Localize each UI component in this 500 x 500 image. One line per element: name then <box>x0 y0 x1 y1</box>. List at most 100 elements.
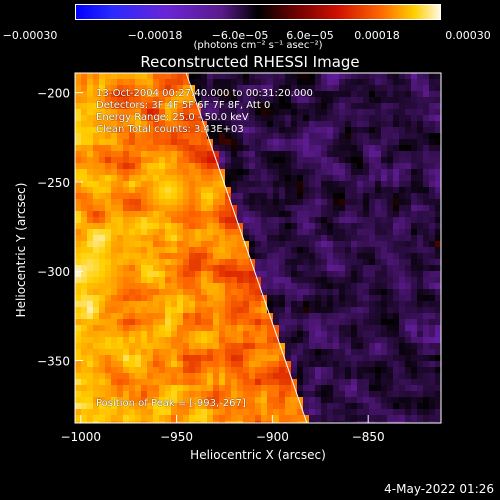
heatmap-cell <box>351 265 357 271</box>
heatmap-cell <box>225 79 231 85</box>
heatmap-cell <box>333 121 339 127</box>
heatmap-cell <box>87 73 93 79</box>
heatmap-cell <box>279 415 285 421</box>
heatmap-cell <box>345 151 351 157</box>
heatmap-cell <box>411 421 417 423</box>
heatmap-cell <box>345 241 351 247</box>
heatmap-cell <box>435 421 441 423</box>
heatmap-cell <box>81 391 87 397</box>
heatmap-cell <box>195 157 201 163</box>
heatmap-cell <box>303 349 309 355</box>
heatmap-cell <box>255 367 261 373</box>
heatmap-cell <box>279 379 285 385</box>
heatmap-cell <box>111 169 117 175</box>
heatmap-cell <box>363 379 369 385</box>
heatmap-cell <box>321 343 327 349</box>
heatmap-cell <box>207 241 213 247</box>
heatmap-cell <box>117 115 123 121</box>
heatmap-cell <box>87 109 93 115</box>
heatmap-cell <box>297 373 303 379</box>
heatmap-cell <box>399 271 405 277</box>
heatmap-cell <box>435 115 441 121</box>
heatmap-cell <box>291 385 297 391</box>
heatmap-cell <box>99 343 105 349</box>
heatmap-cell <box>363 367 369 373</box>
heatmap-cell <box>87 289 93 295</box>
heatmap-cell <box>267 97 273 103</box>
heatmap-cell <box>213 205 219 211</box>
heatmap-cell <box>357 301 363 307</box>
heatmap-cell <box>165 319 171 325</box>
heatmap-cell <box>375 367 381 373</box>
heatmap-cell <box>429 109 435 115</box>
heatmap-cell <box>435 241 441 247</box>
heatmap-cell <box>297 121 303 127</box>
heatmap-cell <box>363 301 369 307</box>
heatmap-cell <box>243 289 249 295</box>
heatmap-cell <box>93 133 99 139</box>
heatmap-cell <box>387 403 393 409</box>
heatmap-cell <box>135 319 141 325</box>
heatmap-cell <box>339 151 345 157</box>
heatmap-cell <box>411 313 417 319</box>
heatmap-cell <box>273 115 279 121</box>
heatmap-cell <box>213 313 219 319</box>
heatmap-cell <box>255 169 261 175</box>
heatmap-cell <box>243 367 249 373</box>
heatmap-cell <box>99 403 105 409</box>
heatmap-cell <box>267 421 273 423</box>
heatmap-cell <box>165 283 171 289</box>
heatmap-cell <box>93 307 99 313</box>
heatmap-cell <box>279 301 285 307</box>
heatmap-cell <box>345 163 351 169</box>
heatmap-cell <box>189 103 195 109</box>
heatmap-cell <box>153 133 159 139</box>
heatmap-cell <box>225 415 231 421</box>
heatmap-cell <box>225 85 231 91</box>
heatmap-cell <box>429 181 435 187</box>
annotation-energy-range: Energy Range: 25.0 - 50.0 keV <box>96 112 249 123</box>
heatmap-cell <box>375 127 381 133</box>
heatmap-cell <box>147 313 153 319</box>
heatmap-cell <box>357 241 363 247</box>
heatmap-cell <box>75 379 81 385</box>
heatmap-cell <box>387 415 393 421</box>
heatmap-cell <box>129 109 135 115</box>
heatmap-cell <box>159 253 165 259</box>
heatmap-cell <box>129 337 135 343</box>
heatmap-cell <box>81 181 87 187</box>
heatmap-cell <box>303 127 309 133</box>
heatmap-cell <box>393 109 399 115</box>
heatmap-cell <box>195 109 201 115</box>
heatmap-cell <box>357 355 363 361</box>
heatmap-cell <box>393 217 399 223</box>
heatmap-cell <box>351 337 357 343</box>
heatmap-cell <box>93 289 99 295</box>
heatmap-cell <box>357 73 363 79</box>
heatmap-cell <box>267 289 273 295</box>
heatmap-cell <box>333 349 339 355</box>
heatmap-cell <box>243 211 249 217</box>
heatmap-cell <box>267 253 273 259</box>
heatmap-cell <box>135 253 141 259</box>
heatmap-cell <box>87 103 93 109</box>
heatmap-cell <box>423 115 429 121</box>
heatmap-cell <box>267 211 273 217</box>
heatmap-cell <box>135 169 141 175</box>
heatmap-cell <box>309 355 315 361</box>
heatmap-cell <box>219 199 225 205</box>
heatmap-cell <box>93 313 99 319</box>
heatmap-cell <box>219 379 225 385</box>
heatmap-cell <box>369 85 375 91</box>
heatmap-cell <box>339 85 345 91</box>
heatmap-cell <box>363 103 369 109</box>
heatmap-cell <box>147 199 153 205</box>
heatmap-cell <box>105 259 111 265</box>
heatmap-cell <box>423 247 429 253</box>
heatmap-cell <box>207 349 213 355</box>
heatmap-cell <box>369 181 375 187</box>
heatmap-cell <box>327 337 333 343</box>
heatmap-cell <box>291 235 297 241</box>
heatmap-cell <box>327 247 333 253</box>
heatmap-cell <box>303 415 309 421</box>
